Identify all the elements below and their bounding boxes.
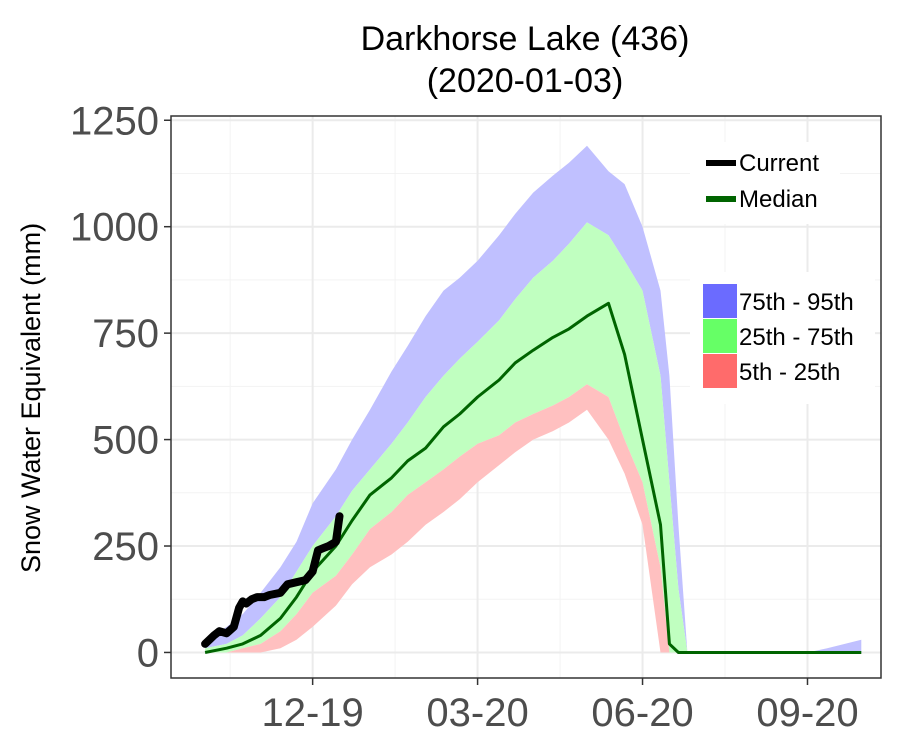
- plot-border: [170, 115, 882, 679]
- x-tick-label: 06-20: [591, 691, 693, 735]
- x-tick-label: 03-20: [426, 691, 528, 735]
- y-tick-label: 1000: [70, 206, 159, 250]
- x-tick-label: 09-20: [756, 691, 858, 735]
- y-axis-ticks: 0 250 500 750 1000 1250: [70, 99, 171, 675]
- series-lines: [201, 301, 862, 654]
- y-axis-label: Snow Water Equivalent (mm): [16, 223, 46, 573]
- x-axis-ticks: 12-19 03-20 06-20 09-20: [261, 678, 859, 735]
- legend-swatch-band_25_75: [703, 319, 737, 353]
- legend-swatch-band_75_95: [703, 284, 737, 318]
- band-75-95: [205, 145, 862, 653]
- legend-label-current: Current: [739, 150, 819, 177]
- y-tick-label: 0: [137, 631, 159, 675]
- legend: Current Median 75th - 95th 25th - 75th 5th -…: [690, 142, 875, 404]
- legend-label-band_75_95: 75th - 95th: [739, 289, 854, 316]
- band-25-75: [205, 222, 862, 653]
- band-5-25: [205, 384, 862, 653]
- chart-subtitle: (2020-01-03): [427, 62, 624, 100]
- y-tick-label: 500: [92, 419, 159, 463]
- legend-label-median: Median: [739, 186, 818, 213]
- x-tick-label: 12-19: [261, 691, 363, 735]
- legend-lines-box: [690, 142, 840, 224]
- y-tick-label: 750: [92, 312, 159, 356]
- current-line: [201, 512, 344, 648]
- y-tick-label: 1250: [70, 99, 159, 143]
- legend-swatch-band_5_25: [703, 354, 737, 388]
- chart-title: Darkhorse Lake (436): [361, 20, 690, 58]
- legend-label-band_5_25: 5th - 25th: [739, 359, 840, 386]
- y-tick-label: 250: [92, 525, 159, 569]
- legend-label-band_25_75: 25th - 75th: [739, 324, 854, 351]
- percentile-bands: [205, 145, 862, 653]
